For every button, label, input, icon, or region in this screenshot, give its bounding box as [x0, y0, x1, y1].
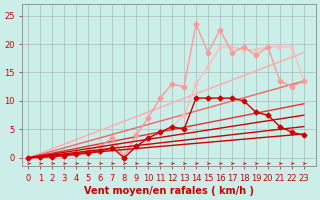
X-axis label: Vent moyen/en rafales ( km/h ): Vent moyen/en rafales ( km/h ) — [84, 186, 254, 196]
